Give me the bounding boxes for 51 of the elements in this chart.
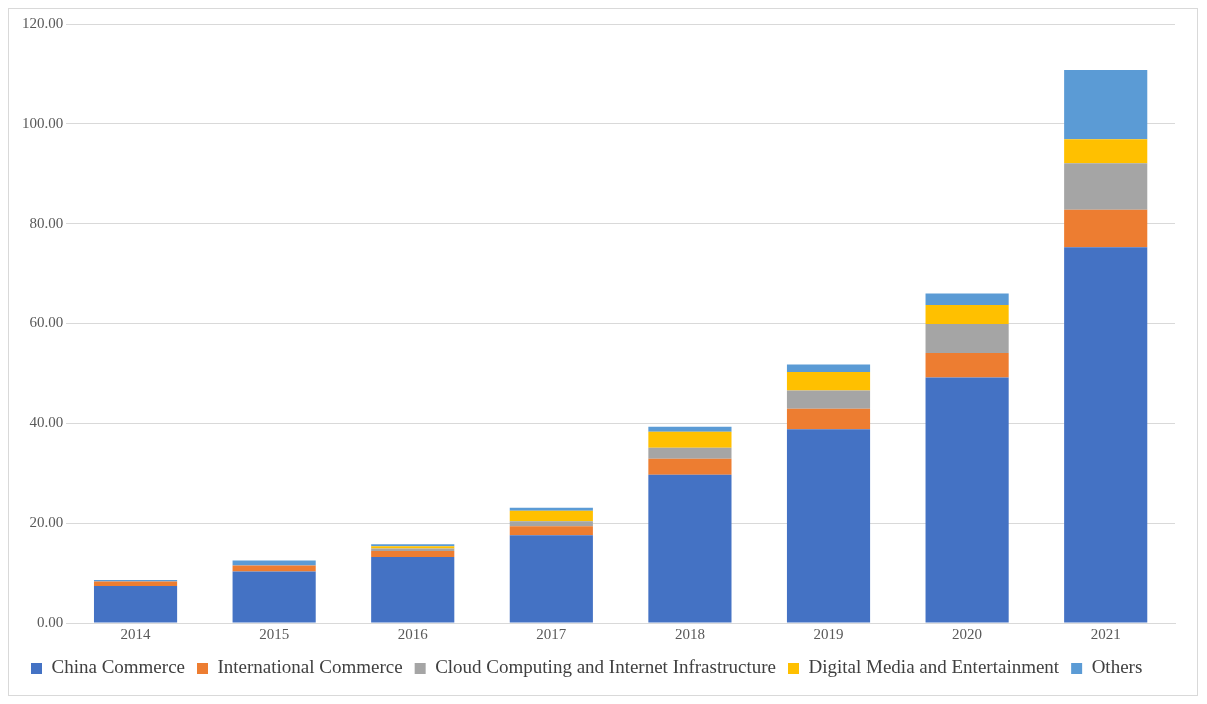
y-tick-label: 60.00 [29,314,64,331]
bar [925,377,1009,623]
legend-label: Cloud Computing and Internet Infrastructure [435,656,777,678]
bar [786,390,871,409]
bar [1064,139,1148,164]
legend-label: Others [1091,656,1143,678]
bar [509,510,593,522]
x-tick-label: 2015 [259,625,290,642]
bar [371,557,455,623]
bar [509,526,593,536]
bar [786,371,871,391]
bar [232,560,316,566]
bar [371,551,455,558]
x-tick-label: 2018 [674,625,705,642]
bar [786,408,871,430]
x-tick-label: 2020 [952,625,983,642]
bar [925,324,1009,353]
bar [648,458,732,475]
bar [925,293,1009,306]
bar [1064,247,1148,623]
bar [786,429,871,623]
legend-label: International Commerce [217,656,403,678]
bar [648,474,732,623]
x-tick-label: 2016 [397,625,429,642]
bar [648,426,732,432]
bar [1064,209,1148,248]
bar [509,535,593,623]
x-tick-label: 2021 [1090,625,1121,642]
x-tick-label: 2019 [813,625,844,642]
bar [925,352,1009,378]
bar [509,521,593,527]
y-tick-label: 80.00 [29,214,64,231]
bar [509,507,593,511]
bar [786,364,871,372]
bar [1064,163,1148,210]
x-tick-label: 2017 [536,625,567,642]
y-tick-label: 40.00 [29,414,64,431]
bar [232,571,316,623]
bar [648,431,732,448]
y-tick-label: 100.00 [22,114,64,131]
bar [93,586,178,623]
bar [232,565,316,572]
bar [1064,69,1148,140]
x-tick-label: 2014 [120,625,152,642]
y-tick-label: 20.00 [29,514,64,531]
bar [648,447,732,459]
legend-label: China Commerce [51,656,185,678]
y-tick-label: 120.00 [22,14,64,31]
y-tick-label: 0.00 [37,613,64,630]
bar [925,305,1009,324]
legend-label: Digital Media and Entertainment [808,656,1060,678]
